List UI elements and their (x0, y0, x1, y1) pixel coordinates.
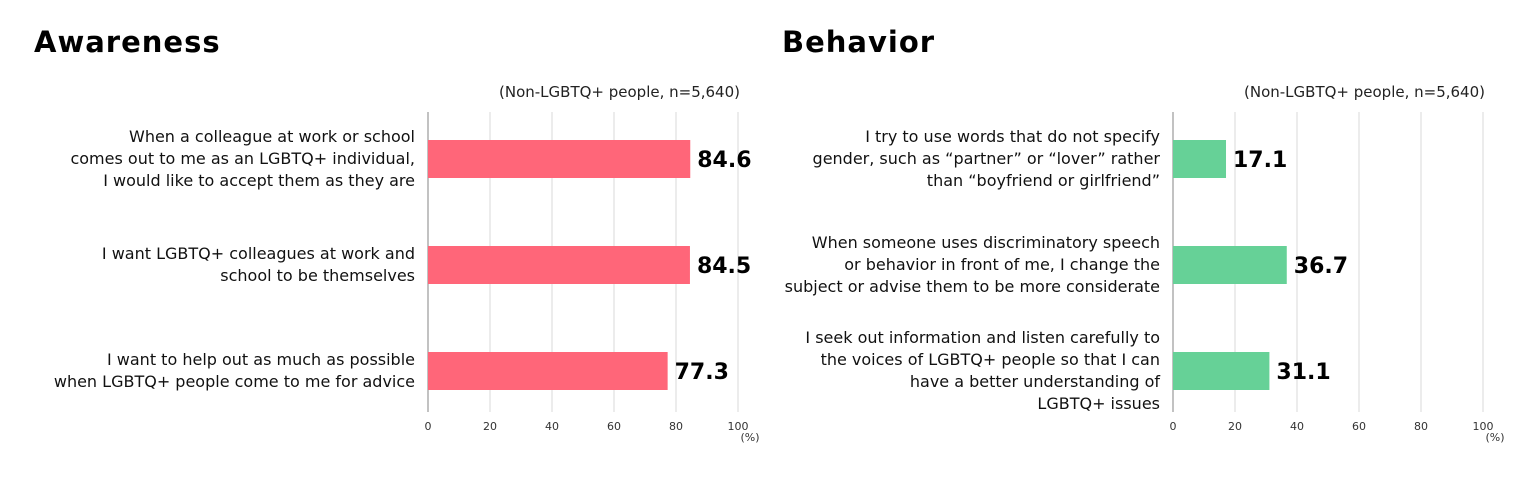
awareness-bar (428, 352, 668, 390)
behavior-category-label: or behavior in front of me, I change the (844, 255, 1160, 274)
behavior-category-label: When someone uses discriminatory speech (812, 233, 1160, 252)
behavior-title: Behavior (782, 25, 935, 59)
awareness-unit-label: (%) (740, 431, 759, 444)
awareness-bar (428, 140, 691, 178)
behavior-category-label: than “boyfriend or girlfriend” (927, 171, 1160, 190)
behavior-unit-label: (%) (1485, 431, 1504, 444)
awareness-value-label: 77.3 (675, 360, 729, 385)
awareness-tick-label: 80 (669, 420, 683, 433)
awareness-category-label: When a colleague at work or school (129, 127, 415, 146)
awareness-tick-label: 40 (545, 420, 559, 433)
awareness-category-label: school to be themselves (220, 266, 415, 285)
awareness-subtitle: (Non-LGBTQ+ people, n=5,640) (499, 83, 740, 101)
awareness-panel: Awareness (Non-LGBTQ+ people, n=5,640) 0 20… (34, 25, 760, 444)
behavior-subtitle: (Non-LGBTQ+ people, n=5,640) (1244, 83, 1485, 101)
behavior-value-label: 17.1 (1233, 148, 1287, 173)
behavior-tick-label: 0 (1170, 420, 1177, 433)
awareness-category-label: when LGBTQ+ people come to me for advice (54, 372, 415, 391)
behavior-category-label: subject or advise them to be more consid… (785, 277, 1160, 296)
awareness-tick-label: 20 (483, 420, 497, 433)
behavior-category-label: have a better understanding of (910, 372, 1160, 391)
behavior-category-label: LGBTQ+ issues (1037, 394, 1160, 413)
awareness-category-label: I would like to accept them as they are (103, 171, 415, 190)
behavior-bar (1173, 140, 1227, 178)
behavior-value-label: 31.1 (1276, 360, 1330, 385)
behavior-tick-label: 100 (1473, 420, 1494, 433)
behavior-category-label: I seek out information and listen carefu… (805, 328, 1160, 347)
behavior-category-label: the voices of LGBTQ+ people so that I ca… (821, 350, 1160, 369)
behavior-category-label: I try to use words that do not specify (865, 127, 1160, 146)
awareness-category-label: comes out to me as an LGBTQ+ individual, (70, 149, 415, 168)
behavior-tick-label: 80 (1414, 420, 1428, 433)
behavior-bar (1173, 352, 1270, 390)
awareness-value-label: 84.6 (697, 148, 751, 173)
awareness-bar (428, 246, 690, 284)
awareness-value-label: 84.5 (697, 254, 751, 279)
awareness-tick-label: 100 (728, 420, 749, 433)
behavior-tick-label: 60 (1352, 420, 1366, 433)
awareness-title: Awareness (34, 25, 221, 59)
behavior-panel: Behavior (Non-LGBTQ+ people, n=5,640) 0 20 4… (782, 25, 1505, 444)
awareness-category-label: I want LGBTQ+ colleagues at work and (102, 244, 415, 263)
awareness-tick-label: 0 (425, 420, 432, 433)
behavior-tick-label: 40 (1290, 420, 1304, 433)
behavior-bar (1173, 246, 1287, 284)
awareness-tick-label: 60 (607, 420, 621, 433)
awareness-category-label: I want to help out as much as possible (107, 350, 415, 369)
behavior-value-label: 36.7 (1294, 254, 1348, 279)
behavior-category-label: gender, such as “partner” or “lover” rat… (813, 149, 1161, 168)
behavior-tick-label: 20 (1228, 420, 1242, 433)
